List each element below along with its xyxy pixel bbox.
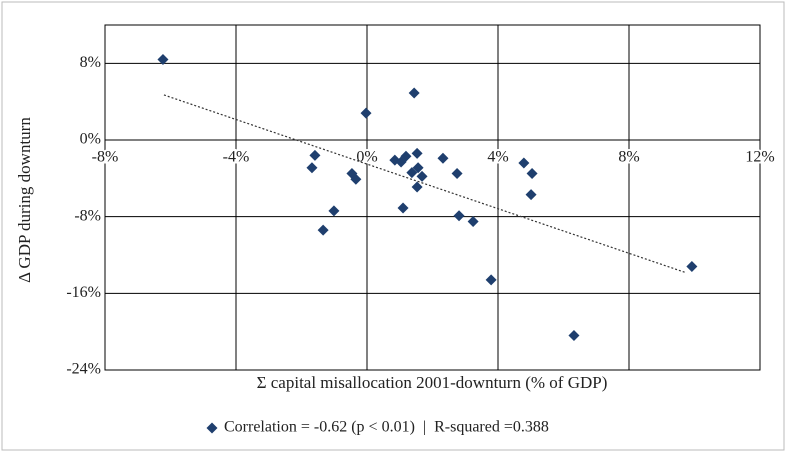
y-tick-label: -8% — [74, 207, 101, 224]
scatter-point — [411, 147, 423, 159]
scatter-point — [306, 162, 318, 174]
x-tick-label: 0% — [356, 149, 377, 166]
scatter-point — [397, 202, 409, 214]
scatter-point — [412, 162, 424, 174]
scatter-point — [411, 181, 423, 193]
scatter-point — [350, 173, 362, 185]
scatter-point — [437, 152, 449, 164]
legend-marker — [206, 422, 218, 434]
scatter-point — [453, 210, 465, 222]
scatter-point — [317, 224, 329, 236]
legend-label: Correlation = -0.62 (p < 0.01) | R-squar… — [224, 419, 549, 436]
scatter-point — [406, 167, 418, 179]
x-tick-label: 4% — [487, 149, 508, 166]
scatter-point — [416, 170, 428, 182]
y-tick-label: 0% — [80, 131, 101, 148]
y-tick-label: 8% — [80, 54, 101, 71]
scatter-point — [360, 107, 372, 119]
scatter-point — [526, 168, 538, 180]
scatter-point — [309, 149, 321, 161]
scatter-point — [568, 330, 580, 341]
scatter-point — [328, 205, 340, 217]
scatter-point — [451, 168, 463, 180]
scatter-point — [525, 189, 537, 201]
y-tick-label: -16% — [66, 284, 101, 301]
x-axis-label: Σ capital misallocation 2001-downturn (%… — [257, 373, 608, 392]
x-tick-label: -4% — [223, 149, 250, 166]
scatter-point — [400, 150, 412, 162]
scatter-point — [518, 157, 530, 169]
scatter-point — [408, 87, 420, 99]
y-axis-label: Δ GDP during downturn — [15, 117, 34, 283]
x-tick-label: -8% — [92, 149, 119, 166]
scatter-point — [686, 261, 698, 272]
scatter-point — [485, 274, 497, 286]
scatter-point — [157, 54, 169, 65]
x-tick-label: 12% — [745, 149, 774, 166]
x-tick-label: 8% — [618, 149, 639, 166]
y-tick-label: -24% — [66, 361, 101, 378]
scatter-point — [467, 215, 479, 227]
